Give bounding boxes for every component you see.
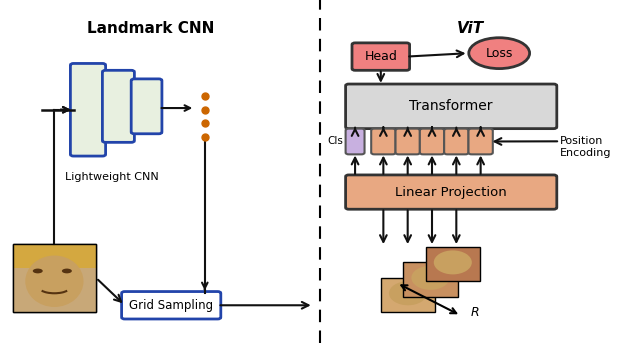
FancyBboxPatch shape — [13, 244, 96, 312]
Text: Loss: Loss — [486, 47, 513, 60]
Bar — [13, 244, 96, 312]
FancyBboxPatch shape — [396, 129, 420, 154]
FancyBboxPatch shape — [352, 43, 410, 70]
Text: ViT: ViT — [457, 21, 484, 36]
Bar — [403, 262, 458, 297]
FancyBboxPatch shape — [122, 292, 221, 319]
FancyBboxPatch shape — [346, 129, 365, 154]
Text: Cls: Cls — [328, 137, 344, 146]
FancyBboxPatch shape — [131, 79, 162, 134]
Text: Head: Head — [364, 50, 397, 63]
FancyBboxPatch shape — [346, 175, 557, 209]
Bar — [426, 247, 480, 281]
Text: R: R — [470, 306, 479, 319]
Text: Grid Sampling: Grid Sampling — [129, 299, 213, 312]
FancyBboxPatch shape — [444, 129, 468, 154]
Bar — [381, 278, 435, 312]
Ellipse shape — [33, 269, 43, 273]
Bar — [13, 244, 96, 312]
Ellipse shape — [62, 269, 72, 273]
Bar — [13, 244, 96, 268]
Text: Linear Projection: Linear Projection — [396, 186, 507, 199]
FancyBboxPatch shape — [468, 129, 493, 154]
Ellipse shape — [412, 266, 449, 290]
Ellipse shape — [469, 38, 530, 69]
Text: Landmark CNN: Landmark CNN — [86, 21, 214, 36]
Ellipse shape — [434, 250, 472, 274]
FancyBboxPatch shape — [70, 63, 106, 156]
FancyBboxPatch shape — [420, 129, 444, 154]
Ellipse shape — [389, 281, 427, 305]
Text: Position
Encoding: Position Encoding — [560, 136, 611, 157]
FancyBboxPatch shape — [102, 70, 134, 142]
Text: Transformer: Transformer — [410, 99, 493, 113]
FancyBboxPatch shape — [346, 84, 557, 129]
Ellipse shape — [26, 256, 84, 307]
Text: Lightweight CNN: Lightweight CNN — [65, 172, 159, 181]
FancyBboxPatch shape — [371, 129, 396, 154]
